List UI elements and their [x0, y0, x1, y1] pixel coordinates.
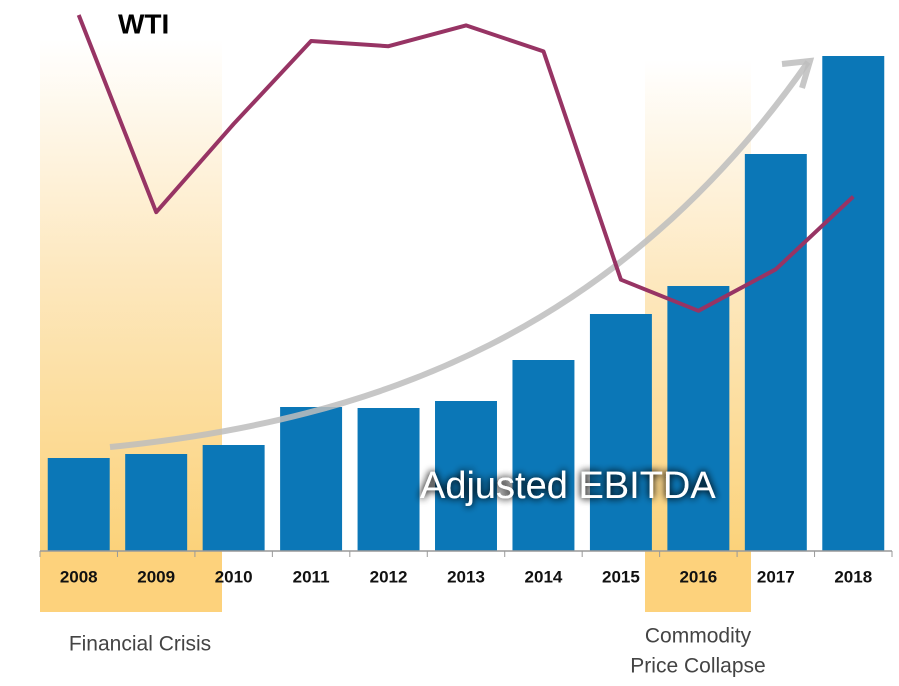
ebitda-label: Adjusted EBITDA: [420, 465, 716, 507]
x-tick-label: 2016: [679, 567, 717, 586]
annotation: Price Collapse: [630, 655, 765, 678]
trend-arrow: [109, 60, 811, 450]
x-tick-label: 2009: [137, 567, 175, 586]
x-tick-label: 2018: [834, 567, 872, 586]
annotation: Commodity: [645, 625, 752, 648]
x-tick-label: 2011: [293, 567, 330, 586]
bar: [435, 401, 497, 551]
bar: [589, 314, 652, 551]
x-tick-label: 2012: [370, 567, 408, 586]
x-tick-label: 2017: [757, 567, 795, 586]
bar: [667, 286, 730, 551]
bar: [202, 445, 265, 551]
bar: [512, 360, 575, 551]
x-tick-label: 2013: [447, 567, 485, 586]
bar: [280, 407, 343, 551]
x-tick-label: 2010: [215, 567, 253, 586]
crisis-label-bg: [40, 552, 222, 612]
wti-line: [76, 14, 855, 313]
x-labels: 2008 2009 2010 2011 2012 2013 2014 2015 2016 2017…: [39, 551, 893, 586]
bar: [357, 408, 420, 551]
collapse-label-bg: [645, 552, 751, 612]
x-tick-label: 2008: [60, 567, 98, 586]
x-tick-label: 2014: [525, 567, 563, 586]
wti-label: WTI: [118, 8, 169, 39]
wti-layer: [76, 14, 855, 313]
bar: [125, 454, 188, 551]
x-tick-label: 2015: [602, 567, 640, 586]
bars: [47, 56, 885, 551]
bar: [822, 56, 885, 551]
bar: [47, 458, 110, 551]
arrow-head: [781, 57, 815, 89]
annotation: Financial Crisis: [69, 633, 211, 656]
bar: [744, 154, 807, 551]
